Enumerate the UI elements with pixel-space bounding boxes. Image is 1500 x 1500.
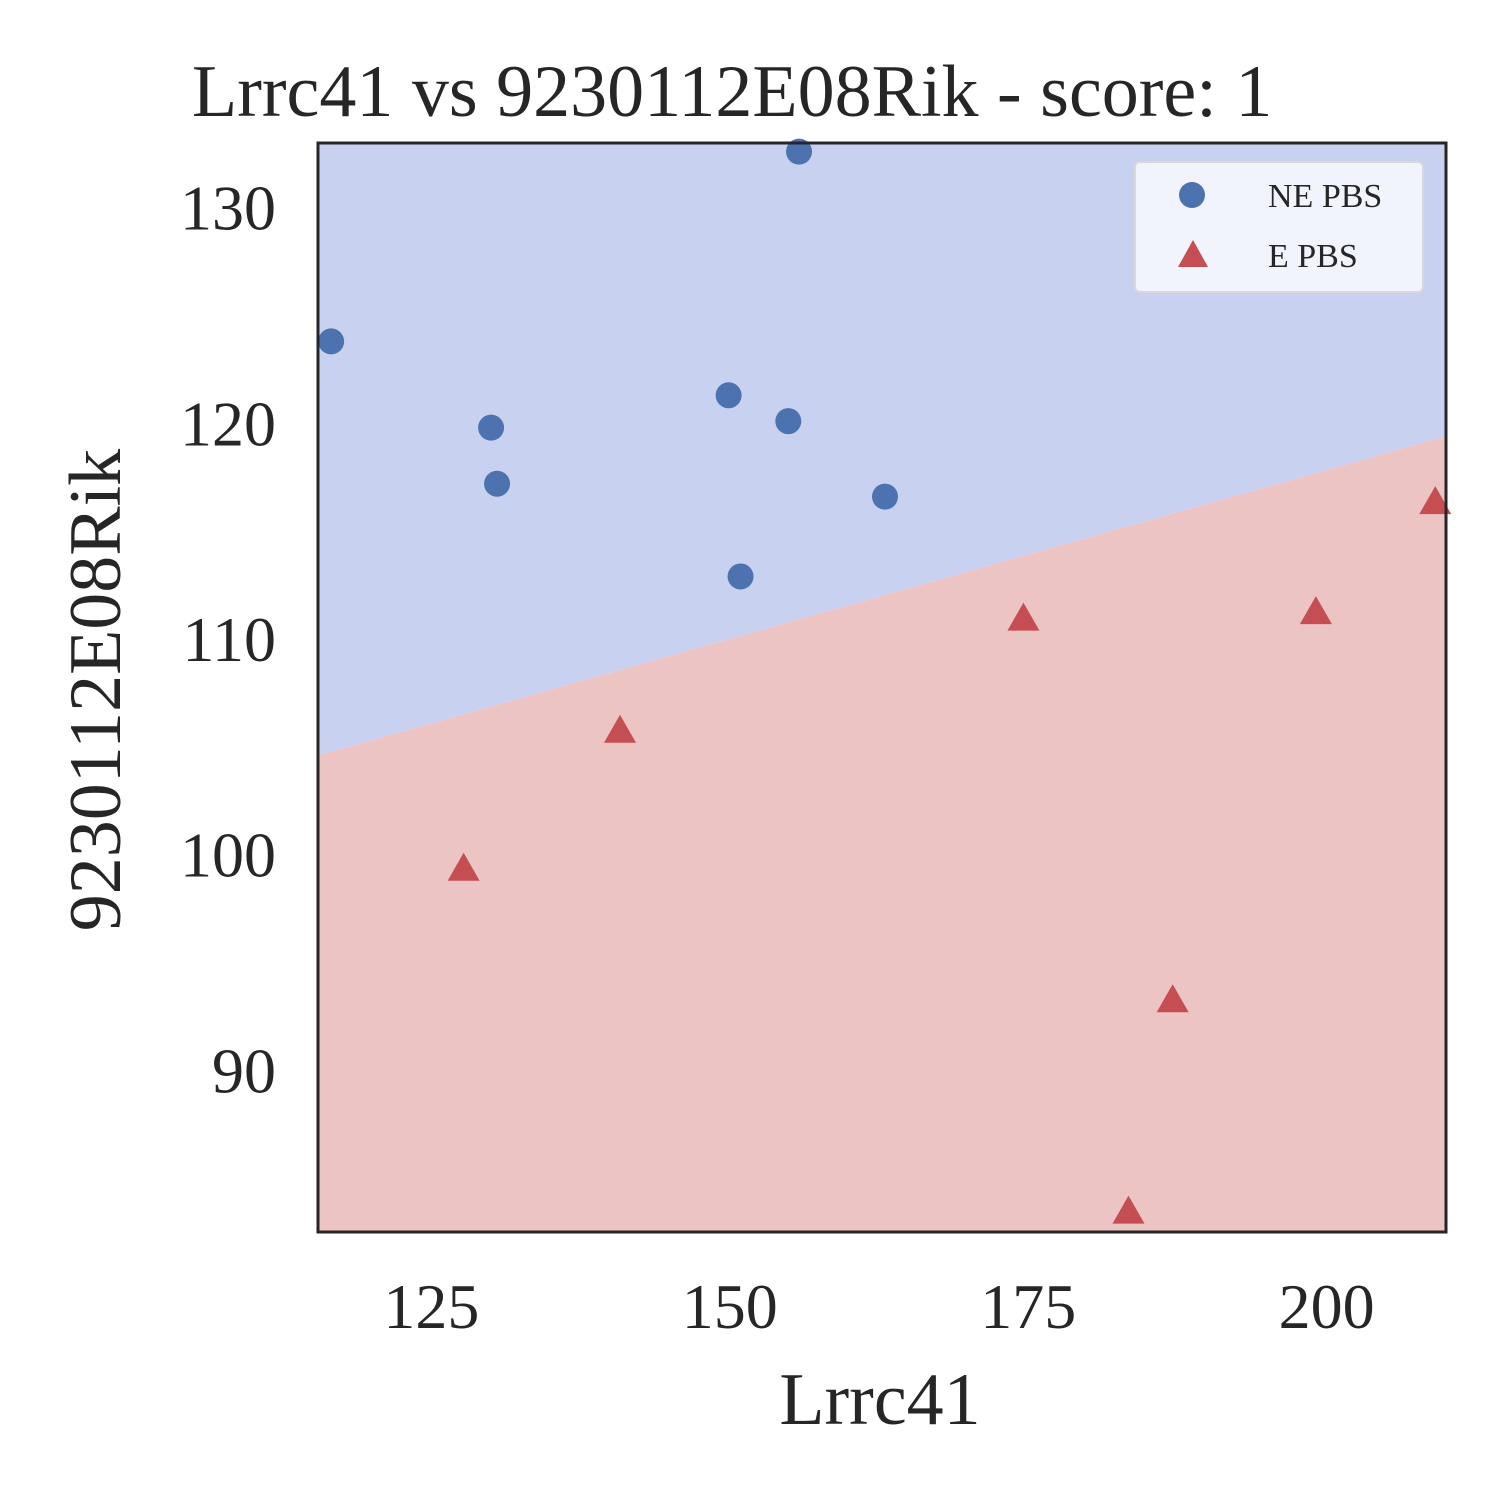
x-tick-label-150: 150 bbox=[682, 1271, 778, 1342]
point-e-pbs-2 bbox=[603, 714, 636, 743]
legend-marker-e-pbs bbox=[1178, 240, 1208, 267]
plot-frame bbox=[316, 141, 1448, 1234]
point-ne-pbs-8 bbox=[871, 483, 898, 510]
point-ne-pbs-6 bbox=[775, 408, 802, 435]
x-tick-label-125: 125 bbox=[383, 1271, 479, 1342]
y-tick-label-90: 90 bbox=[212, 1035, 276, 1106]
point-e-pbs-1 bbox=[447, 852, 480, 881]
x-tick-label-175: 175 bbox=[980, 1271, 1076, 1342]
point-e-pbs-5 bbox=[1156, 984, 1189, 1013]
point-ne-pbs-2 bbox=[478, 414, 505, 441]
point-ne-pbs-5 bbox=[727, 563, 754, 590]
region-ne-pbs bbox=[318, 143, 1446, 756]
legend-marker-ne-pbs bbox=[1179, 182, 1205, 208]
point-e-pbs-3 bbox=[1007, 602, 1040, 631]
region-e-pbs bbox=[318, 436, 1446, 1232]
y-axis-label: 9230112E08Rik bbox=[55, 449, 137, 931]
legend-label-ne-pbs: NE PBS bbox=[1268, 178, 1382, 215]
point-ne-pbs-4 bbox=[715, 382, 742, 409]
chart-title: Lrrc41 vs 9230112E08Rik - score: 1 bbox=[192, 51, 1272, 133]
legend-label-e-pbs: E PBS bbox=[1268, 238, 1358, 275]
y-tick-label-130: 130 bbox=[180, 173, 276, 244]
x-tick-label-200: 200 bbox=[1279, 1271, 1375, 1342]
point-ne-pbs-3 bbox=[484, 470, 511, 497]
point-e-pbs-4 bbox=[1112, 1195, 1145, 1224]
point-ne-pbs-7 bbox=[786, 138, 813, 165]
legend-box bbox=[1134, 161, 1424, 293]
point-ne-pbs-1 bbox=[318, 328, 345, 355]
point-e-pbs-7 bbox=[1419, 486, 1452, 515]
legend: NE PBS E PBS bbox=[1134, 161, 1424, 293]
point-e-pbs-6 bbox=[1299, 596, 1332, 625]
y-tick-label-120: 120 bbox=[180, 388, 276, 459]
y-tick-label-100: 100 bbox=[180, 820, 276, 891]
x-axis-label: Lrrc41 bbox=[779, 1359, 980, 1441]
y-tick-label-110: 110 bbox=[182, 604, 276, 675]
